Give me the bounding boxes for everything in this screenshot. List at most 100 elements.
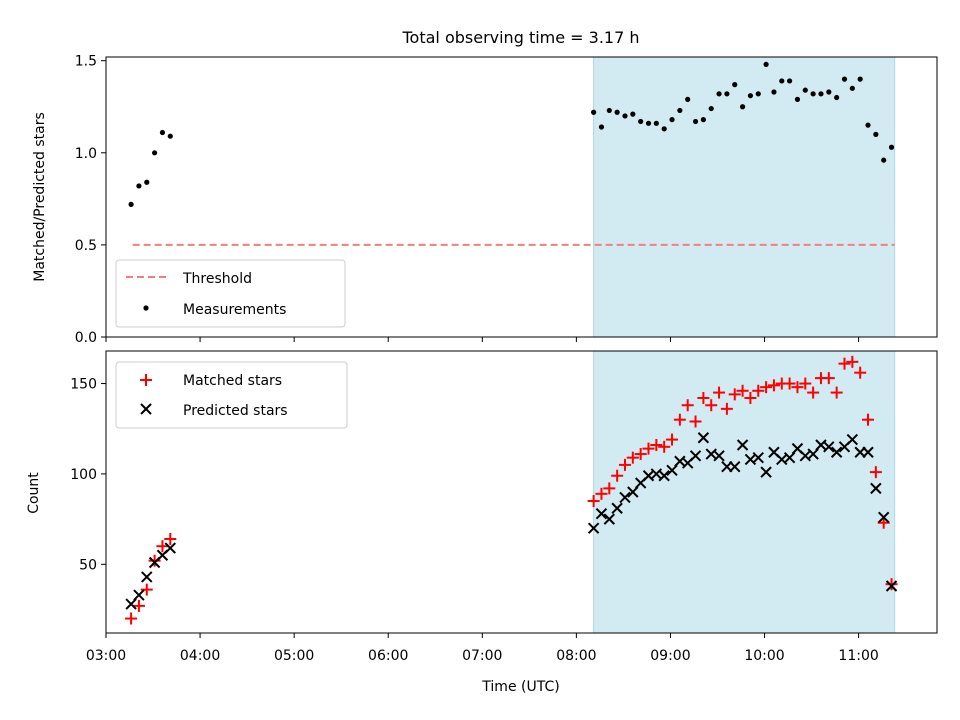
x-tick-label: 06:00 — [368, 648, 408, 664]
matched-stars-point — [148, 554, 161, 567]
top-y-tick-label: 1.0 — [75, 146, 97, 162]
matched-stars-point — [791, 381, 804, 394]
measurement-point — [732, 82, 738, 88]
top-y-tick-label: 0.0 — [75, 330, 97, 346]
predicted-stars-point — [125, 598, 137, 610]
legend-threshold-label: Threshold — [182, 271, 252, 287]
predicted-stars-point — [689, 450, 702, 462]
matched-stars-point — [125, 612, 138, 625]
matched-stars-point — [728, 388, 741, 401]
matched-stars-point — [760, 381, 773, 394]
top-shaded-region — [593, 56, 896, 338]
bottom-panel: 03:00 04:00 05:00 06:00 07:00 08:00 09:00 10:00… — [26, 350, 938, 695]
matched-stars-point — [705, 399, 718, 412]
legend-matched-label: Matched stars — [183, 373, 282, 389]
measurement-point — [873, 131, 879, 137]
predicted-stars-point — [783, 451, 796, 464]
measurement-point — [794, 96, 801, 102]
measurement-point — [645, 120, 652, 126]
bottom-legend[interactable]: Matched stars Predicted stars — [115, 361, 348, 429]
measurement-point — [669, 117, 675, 123]
legend-predicted-swatch — [140, 403, 152, 415]
measurement-point — [849, 85, 855, 91]
matched-stars-point — [854, 366, 867, 379]
matched-stars-point — [877, 516, 890, 529]
x-tick-label: 11:00 — [838, 648, 878, 664]
legend-measurements-swatch — [143, 305, 149, 311]
matched-stars-point — [164, 533, 177, 545]
measurement-point — [834, 94, 840, 101]
measurement-point — [685, 96, 691, 102]
matched-stars-point — [822, 372, 835, 385]
top-y-axis-label: Matched/Predicted stars — [32, 112, 48, 282]
matched-stars-point — [869, 466, 882, 479]
matched-stars-point — [156, 540, 169, 553]
measurement-point — [630, 111, 636, 117]
x-tick-label: 07:00 — [462, 648, 502, 664]
x-tick-label: 03:00 — [86, 648, 126, 664]
predicted-stars-point — [666, 464, 678, 477]
matched-stars-point — [595, 487, 608, 500]
matched-stars-point — [642, 442, 655, 455]
matched-stars-point — [838, 357, 851, 370]
measurement-point — [677, 107, 683, 114]
bottom-y-axis-label: Count — [26, 472, 42, 514]
measurement-point — [755, 91, 761, 97]
predicted-stars-point — [141, 571, 153, 583]
predicted-stars-point — [713, 450, 725, 462]
measurement-point — [598, 124, 605, 130]
measurement-point — [888, 144, 895, 150]
x-axis-label: Time (UTC) — [481, 679, 559, 695]
matched-stars-point — [673, 413, 686, 426]
measurement-point — [857, 76, 863, 82]
measurement-point — [716, 91, 722, 97]
top-observing-window — [593, 56, 896, 338]
x-tick-label: 04:00 — [180, 648, 220, 664]
predicted-stars-point — [729, 460, 741, 473]
predicted-stars-point — [885, 580, 898, 592]
predicted-stars-point — [736, 439, 749, 451]
bottom-x-ticks: 03:00 04:00 05:00 06:00 07:00 08:00 09:00 10:00… — [86, 633, 879, 664]
measurement-point — [136, 183, 142, 189]
bottom-y-tick-label: 150 — [70, 377, 97, 393]
measurement-point — [802, 87, 808, 93]
matched-stars-point — [799, 377, 812, 390]
matched-stars-point — [697, 392, 710, 404]
measurement-point — [167, 133, 173, 139]
x-tick-label: 08:00 — [556, 648, 596, 664]
x-tick-label: 10:00 — [744, 648, 784, 664]
x-tick-label: 05:00 — [274, 648, 314, 664]
matched-stars-point — [862, 413, 875, 426]
measurement-point — [739, 104, 746, 110]
matched-stars-point — [132, 599, 145, 612]
measurement-point — [159, 129, 166, 136]
top-marks — [128, 61, 895, 246]
predicted-stars-point — [658, 470, 670, 482]
matched-stars-point — [140, 583, 153, 596]
matched-stars-point — [666, 433, 679, 446]
bottom-y-ticks: 50 100 150 — [70, 377, 106, 573]
predicted-stars-point — [760, 466, 772, 478]
measurement-point — [810, 91, 816, 97]
predicted-stars-point — [823, 441, 835, 453]
predicted-stars-point — [133, 589, 145, 601]
measurement-point — [826, 89, 832, 95]
top-y-ticks: 0.0 0.5 1.0 1.5 — [75, 54, 106, 346]
predicted-stars-point — [587, 522, 600, 534]
measurement-point — [881, 157, 887, 163]
measurement-point — [708, 105, 714, 112]
predicted-stars-point — [619, 491, 631, 504]
measurement-point — [747, 93, 754, 99]
measurement-point — [841, 76, 848, 82]
predicted-stars-point — [870, 482, 882, 495]
top-y-tick-label: 0.5 — [75, 238, 97, 254]
predicted-stars-point — [611, 502, 623, 514]
legend-predicted-label: Predicted stars — [183, 403, 288, 419]
matched-stars-point — [885, 578, 898, 591]
predicted-stars-point — [697, 432, 710, 444]
matched-stars-point — [603, 482, 616, 495]
bottom-marks — [125, 355, 898, 625]
matched-stars-point — [611, 469, 624, 482]
top-legend[interactable]: Threshold Measurements — [115, 259, 346, 328]
